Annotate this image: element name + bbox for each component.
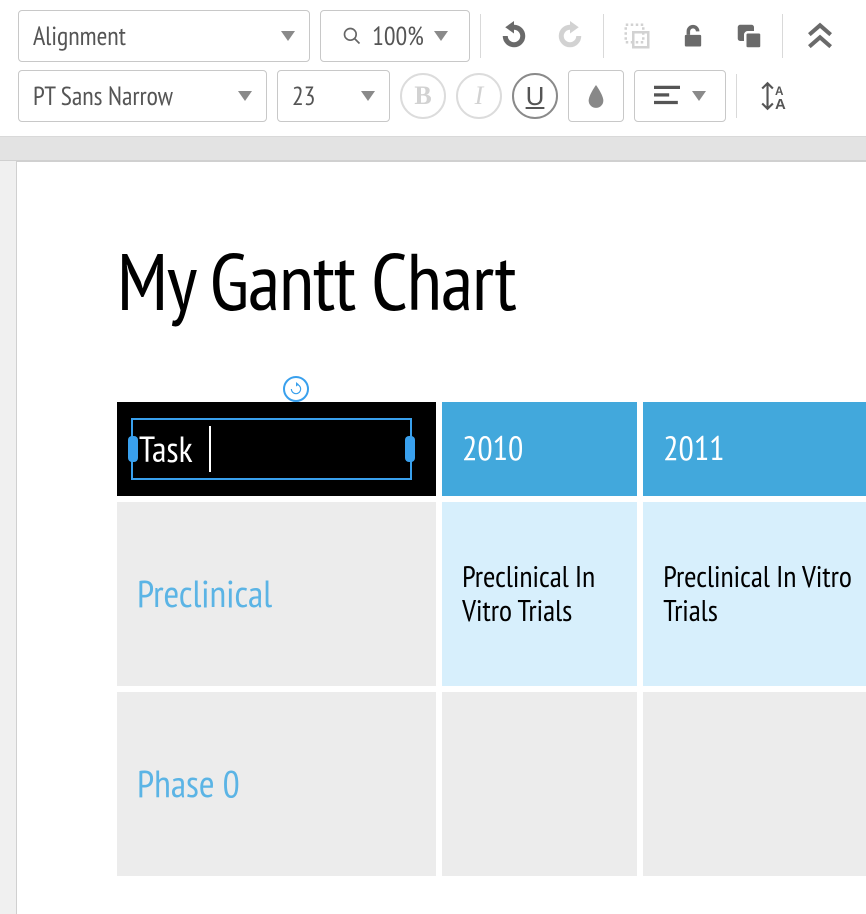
drop-icon <box>585 83 607 109</box>
alignment-label: Alignment <box>33 20 126 53</box>
text-cursor <box>209 426 211 472</box>
chevron-down-icon <box>281 31 295 41</box>
chevron-down-icon <box>238 91 252 101</box>
table-row: Preclinical Preclinical In Vitro Trials … <box>117 496 866 686</box>
canvas[interactable]: My Gantt Chart Task <box>0 161 866 914</box>
align-left-icon <box>654 85 680 107</box>
underline-button[interactable]: U <box>512 73 558 119</box>
chevron-down-icon <box>434 31 448 41</box>
toolbar-separator <box>782 14 783 58</box>
selection-handle-left[interactable] <box>128 436 138 462</box>
header-cell-year2[interactable]: 2011 <box>643 402 866 496</box>
rotate-icon <box>289 382 303 396</box>
line-height-icon: A A <box>759 81 791 111</box>
header-year1-label: 2010 <box>462 429 523 468</box>
row1-cell1-text: Preclinical In Vitro Trials <box>462 560 617 629</box>
underline-icon: U <box>526 81 545 112</box>
cell-year1[interactable]: Preclinical In Vitro Trials <box>442 496 643 686</box>
line-height-button[interactable]: A A <box>747 70 803 122</box>
font-family-label: PT Sans Narrow <box>33 80 173 113</box>
undo-icon <box>499 21 529 51</box>
redo-icon <box>555 21 585 51</box>
table-header-row: Task 2010 2011 <box>117 402 866 496</box>
header-task-label: Task <box>133 428 193 469</box>
group-button[interactable] <box>614 13 660 59</box>
font-size-dropdown[interactable]: 23 <box>277 70 390 122</box>
document-title[interactable]: My Gantt Chart <box>117 242 866 322</box>
toolbar: Alignment 100% <box>0 0 866 137</box>
search-icon <box>342 26 362 46</box>
toolbar-separator <box>736 74 737 118</box>
group-icon <box>622 21 652 51</box>
row1-task-label: Preclinical <box>137 572 272 616</box>
cell-task[interactable]: Preclinical <box>117 496 442 686</box>
row1-cell2-text: Preclinical In Vitro Trials <box>663 560 856 629</box>
cell-year1[interactable] <box>442 686 643 876</box>
cell-year2[interactable]: Preclinical In Vitro Trials <box>643 496 866 686</box>
table-row: Phase 0 <box>117 686 866 876</box>
bold-button[interactable]: B <box>400 73 446 119</box>
selection-handle-right[interactable] <box>405 436 415 462</box>
text-align-dropdown[interactable] <box>634 70 726 122</box>
toolbar-separator <box>603 14 604 58</box>
chevron-down-icon <box>361 91 375 101</box>
chevron-down-icon <box>692 91 706 101</box>
font-family-dropdown[interactable]: PT Sans Narrow <box>18 70 267 122</box>
alignment-dropdown[interactable]: Alignment <box>18 10 310 62</box>
header-cell-task[interactable]: Task <box>117 402 442 496</box>
text-selection-frame[interactable]: Task <box>131 418 412 480</box>
redo-button[interactable] <box>547 13 593 59</box>
page[interactable]: My Gantt Chart Task <box>16 161 866 914</box>
toolbar-row-1: Alignment 100% <box>0 4 866 68</box>
zoom-label: 100% <box>372 20 424 53</box>
header-year2-label: 2011 <box>663 429 724 468</box>
double-chevron-up-icon <box>804 20 836 52</box>
lock-icon <box>679 22 707 50</box>
undo-button[interactable] <box>491 13 537 59</box>
row2-task-label: Phase 0 <box>137 762 240 806</box>
bold-icon: B <box>414 81 431 111</box>
svg-text:A: A <box>775 96 786 111</box>
copy-button[interactable] <box>726 13 772 59</box>
gantt-table[interactable]: Task 2010 2011 Preclinical Preclinical I… <box>117 402 866 876</box>
toolbar-separator <box>480 14 481 58</box>
header-cell-year1[interactable]: 2010 <box>442 402 643 496</box>
collapse-button[interactable] <box>797 13 843 59</box>
toolbar-row-2: PT Sans Narrow 23 B I U <box>0 68 866 128</box>
cell-task[interactable]: Phase 0 <box>117 686 442 876</box>
cell-year2[interactable] <box>643 686 866 876</box>
copy-icon <box>734 21 764 51</box>
rotate-handle[interactable] <box>283 376 309 402</box>
text-color-button[interactable] <box>568 70 624 122</box>
ruler-strip <box>0 137 866 161</box>
lock-button[interactable] <box>670 13 716 59</box>
italic-icon: I <box>475 81 484 111</box>
zoom-dropdown[interactable]: 100% <box>320 10 470 62</box>
italic-button[interactable]: I <box>456 73 502 119</box>
font-size-label: 23 <box>292 80 315 113</box>
